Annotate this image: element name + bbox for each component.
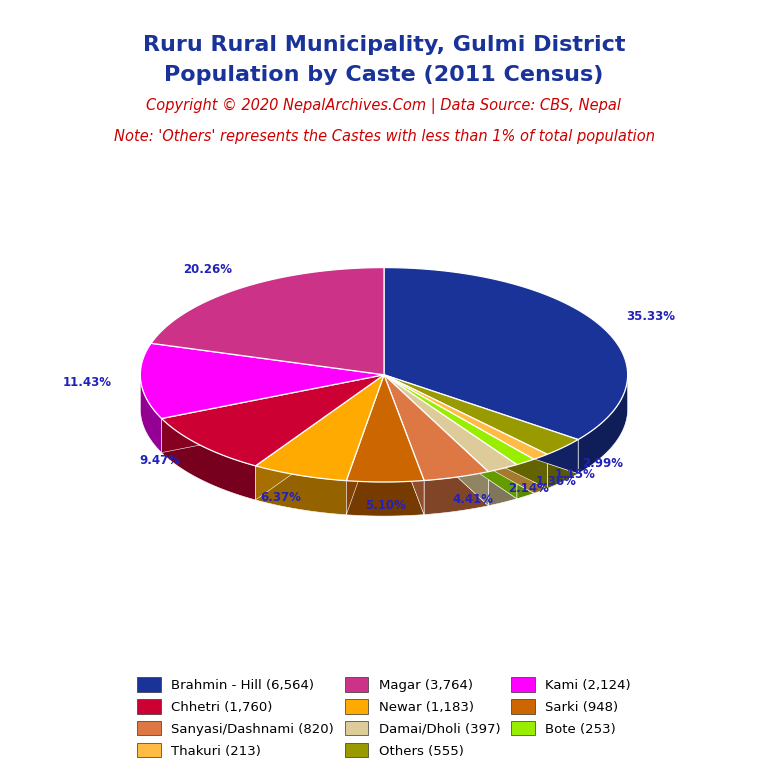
Polygon shape [346,375,424,482]
Polygon shape [384,375,534,493]
Polygon shape [346,375,384,515]
Text: 2.99%: 2.99% [582,457,624,470]
Polygon shape [534,455,548,493]
Polygon shape [488,465,517,506]
Polygon shape [256,466,346,515]
Legend: Brahmin - Hill (6,564), Chhetri (1,760), Sanyasi/Dashnami (820), Thakuri (213), : Brahmin - Hill (6,564), Chhetri (1,760),… [137,677,631,757]
Polygon shape [578,375,627,474]
Polygon shape [384,375,488,506]
Polygon shape [384,375,548,488]
Text: 2.14%: 2.14% [508,482,549,495]
Text: 4.41%: 4.41% [452,493,493,506]
Polygon shape [346,375,384,515]
Text: 9.47%: 9.47% [140,455,180,467]
Polygon shape [384,375,488,506]
Polygon shape [384,375,578,474]
Polygon shape [384,375,578,455]
Polygon shape [384,375,488,481]
Polygon shape [161,375,384,452]
Text: 35.33%: 35.33% [626,310,675,323]
Polygon shape [151,267,384,375]
Text: 6.37%: 6.37% [260,491,301,504]
Polygon shape [256,375,384,500]
Polygon shape [384,267,627,439]
Polygon shape [141,375,161,452]
Polygon shape [161,375,384,452]
Text: 11.43%: 11.43% [63,376,112,389]
Text: 20.26%: 20.26% [183,263,232,276]
Polygon shape [346,481,424,516]
Polygon shape [384,375,424,515]
Polygon shape [384,375,534,493]
Text: Note: 'Others' represents the Castes with less than 1% of total population: Note: 'Others' represents the Castes wit… [114,129,654,144]
Text: 1.15%: 1.15% [554,468,595,482]
Polygon shape [161,375,384,466]
Text: Ruru Rural Municipality, Gulmi District: Ruru Rural Municipality, Gulmi District [143,35,625,55]
Polygon shape [548,439,578,488]
Text: 5.10%: 5.10% [365,499,406,512]
Text: Population by Caste (2011 Census): Population by Caste (2011 Census) [164,65,604,85]
Polygon shape [384,375,517,472]
Polygon shape [384,375,548,488]
Polygon shape [517,459,534,498]
Polygon shape [384,375,517,498]
Polygon shape [424,472,488,515]
Text: 1.36%: 1.36% [536,475,577,488]
Polygon shape [384,375,517,498]
Polygon shape [384,375,578,474]
Polygon shape [161,419,256,500]
Text: Copyright © 2020 NepalArchives.Com | Data Source: CBS, Nepal: Copyright © 2020 NepalArchives.Com | Dat… [147,98,621,114]
Polygon shape [141,343,384,419]
Polygon shape [384,375,534,465]
Polygon shape [256,375,384,481]
Polygon shape [384,375,424,515]
Polygon shape [384,375,548,459]
Polygon shape [256,375,384,500]
